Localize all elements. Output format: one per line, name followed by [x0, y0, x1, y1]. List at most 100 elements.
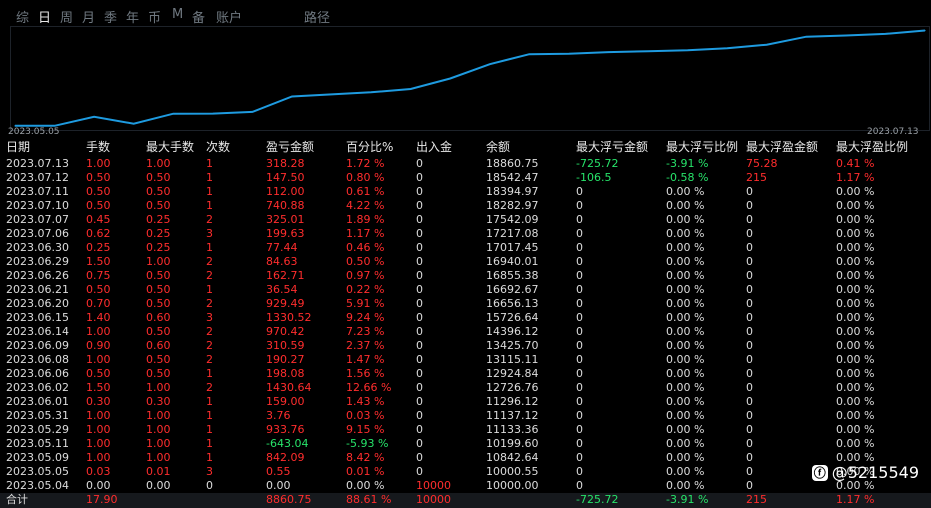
column-header[interactable]: 出入金 — [416, 140, 453, 154]
table-cell: 0 — [746, 353, 753, 366]
table-row[interactable]: 2023.07.07 0.45 0.25 2 325.01 1.89 % 0 17542.09… — [0, 213, 931, 227]
table-cell: 1.47 % — [346, 353, 385, 366]
tab-10[interactable]: 路径 — [304, 11, 331, 26]
table-cell: 18860.75 — [486, 157, 539, 170]
table-cell: 0 — [746, 479, 753, 492]
table-row[interactable]: 2023.07.12 0.50 0.50 1 147.50 0.80 % 0 18542.47… — [0, 171, 931, 185]
tab-5[interactable]: 年 — [126, 11, 140, 26]
table-row[interactable]: 2023.05.11 1.00 1.00 1 -643.04 -5.93 % 0 10199.… — [0, 437, 931, 451]
table-cell: 3 — [206, 465, 213, 478]
table-cell: 14396.12 — [486, 325, 539, 338]
column-header[interactable]: 手数 — [86, 140, 111, 154]
table-cell: 0.46 % — [346, 241, 385, 254]
tab-1[interactable]: 日 — [38, 7, 52, 27]
table-row[interactable]: 2023.05.31 1.00 1.00 1 3.76 0.03 % 0 11137.12 0 0… — [0, 409, 931, 423]
table-cell: 1.43 % — [346, 395, 385, 408]
table-cell: 13115.11 — [486, 353, 539, 366]
table-cell: 0 — [576, 185, 583, 198]
table-row[interactable]: 2023.06.09 0.90 0.60 2 310.59 2.37 % 0 13425.70… — [0, 339, 931, 353]
table-cell: 11137.12 — [486, 409, 539, 422]
table-cell: 2 — [206, 339, 213, 352]
table-cell: 2023.06.14 — [6, 325, 69, 338]
table-row[interactable]: 2023.06.02 1.50 1.00 2 1430.64 12.66 % 0 12726.… — [0, 381, 931, 395]
table-cell: 112.00 — [266, 185, 305, 198]
table-cell: 77.44 — [266, 241, 298, 254]
column-header[interactable]: 最大浮亏金额 — [576, 140, 649, 154]
equity-curve-chart — [10, 26, 930, 131]
table-cell: 0 — [746, 409, 753, 422]
table-row[interactable]: 2023.05.04 0.00 0.00 0 0.00 0.00 % 10000 10000.… — [0, 479, 931, 493]
table-row[interactable]: 2023.07.11 0.50 0.50 1 112.00 0.61 % 0 18394.97… — [0, 185, 931, 199]
table-cell: 0.00 % — [836, 367, 875, 380]
total-cell: -3.91 % — [666, 493, 709, 506]
tab-8[interactable]: 备 — [192, 11, 206, 26]
column-header[interactable]: 余额 — [486, 140, 511, 154]
column-header[interactable]: 最大手数 — [146, 140, 195, 154]
table-cell: 17217.08 — [486, 227, 539, 240]
table-row[interactable]: 2023.06.06 0.50 0.50 1 198.08 1.56 % 0 12924.84… — [0, 367, 931, 381]
column-header[interactable]: 盈亏金额 — [266, 140, 315, 154]
column-header[interactable]: 最大浮亏比例 — [666, 140, 739, 154]
table-row[interactable]: 2023.06.14 1.00 0.50 2 970.42 7.23 % 0 14396.12… — [0, 325, 931, 339]
column-header[interactable]: 最大浮盈比例 — [836, 140, 909, 154]
table-cell: 0 — [576, 297, 583, 310]
table-row[interactable]: 2023.06.26 0.75 0.50 2 162.71 0.97 % 0 16855.38… — [0, 269, 931, 283]
equity-point — [251, 111, 253, 113]
table-cell: 1.00 — [86, 451, 111, 464]
table-cell: 933.76 — [266, 423, 305, 436]
table-cell: 0.00 % — [666, 381, 705, 394]
table-row[interactable]: 2023.07.10 0.50 0.50 1 740.88 4.22 % 0 18282.97… — [0, 199, 931, 213]
table-cell: 0 — [416, 409, 423, 422]
table-row[interactable]: 2023.06.20 0.70 0.50 2 929.49 5.91 % 0 16656.13… — [0, 297, 931, 311]
equity-point — [410, 88, 412, 90]
table-cell: 0.50 — [86, 367, 111, 380]
column-header[interactable]: 最大浮盈金额 — [746, 140, 819, 154]
table-cell: 0.50 — [86, 171, 111, 184]
table-row[interactable]: 2023.06.15 1.40 0.60 3 1330.52 9.24 % 0 15726.6… — [0, 311, 931, 325]
table-cell: 0 — [576, 437, 583, 450]
equity-point — [924, 29, 926, 32]
total-cell: 8860.75 — [266, 493, 312, 506]
table-row[interactable]: 2023.06.29 1.50 1.00 2 84.63 0.50 % 0 16940.01 0… — [0, 255, 931, 269]
tab-6[interactable]: 币 — [148, 11, 162, 26]
column-header[interactable]: 次数 — [206, 140, 231, 154]
table-cell: 2023.05.09 — [6, 451, 69, 464]
table-cell: 2023.06.15 — [6, 311, 69, 324]
table-cell: 1.00 — [146, 437, 171, 450]
column-header[interactable]: 日期 — [6, 140, 31, 154]
table-cell: 0 — [746, 325, 753, 338]
table-cell: 1 — [206, 367, 213, 380]
tab-3[interactable]: 月 — [82, 11, 96, 26]
table-row[interactable]: 2023.07.13 1.00 1.00 1 318.28 1.72 % 0 18860.75… — [0, 157, 931, 171]
tab-0[interactable]: 综 — [16, 11, 30, 26]
table-cell: 0 — [746, 297, 753, 310]
table-cell: 0.03 % — [346, 409, 385, 422]
table-row[interactable]: 2023.05.05 0.03 0.01 3 0.55 0.01 % 0 10000.55 0 0… — [0, 465, 931, 479]
table-cell: 1.50 — [86, 381, 111, 394]
tab-9[interactable]: 账户 — [216, 11, 243, 26]
table-cell: 18542.47 — [486, 171, 539, 184]
table-cell: 0 — [746, 199, 753, 212]
table-row[interactable]: 2023.06.01 0.30 0.30 1 159.00 1.43 % 0 11296.12… — [0, 395, 931, 409]
tab-4[interactable]: 季 — [104, 11, 118, 26]
table-cell: 0.25 — [86, 241, 111, 254]
table-cell: 0 — [416, 255, 423, 268]
table-cell: 0 — [416, 423, 423, 436]
table-cell: 0 — [746, 381, 753, 394]
table-cell: 11133.36 — [486, 423, 539, 436]
table-row[interactable]: 2023.07.06 0.62 0.25 3 199.63 1.17 % 0 17217.08… — [0, 227, 931, 241]
table-row[interactable]: 2023.05.09 1.00 1.00 1 842.09 8.42 % 0 10842.64… — [0, 451, 931, 465]
tab-7[interactable]: M — [172, 7, 184, 22]
table-cell: 0 — [576, 227, 583, 240]
table-row[interactable]: 2023.05.29 1.00 1.00 1 933.76 9.15 % 0 11133.36… — [0, 423, 931, 437]
table-cell: 1.56 % — [346, 367, 385, 380]
table-cell: 0.50 — [146, 199, 171, 212]
table-row[interactable]: 2023.06.21 0.50 0.50 1 36.54 0.22 % 0 16692.67 0… — [0, 283, 931, 297]
table-row[interactable]: 2023.06.08 1.00 0.50 2 190.27 1.47 % 0 13115.11… — [0, 353, 931, 367]
column-header[interactable]: 百分比% — [346, 140, 394, 154]
table-cell: 0 — [416, 311, 423, 324]
tab-2[interactable]: 周 — [60, 11, 74, 26]
table-cell: 10199.60 — [486, 437, 539, 450]
table-cell: 3 — [206, 227, 213, 240]
table-row[interactable]: 2023.06.30 0.25 0.25 1 77.44 0.46 % 0 17017.45 0… — [0, 241, 931, 255]
